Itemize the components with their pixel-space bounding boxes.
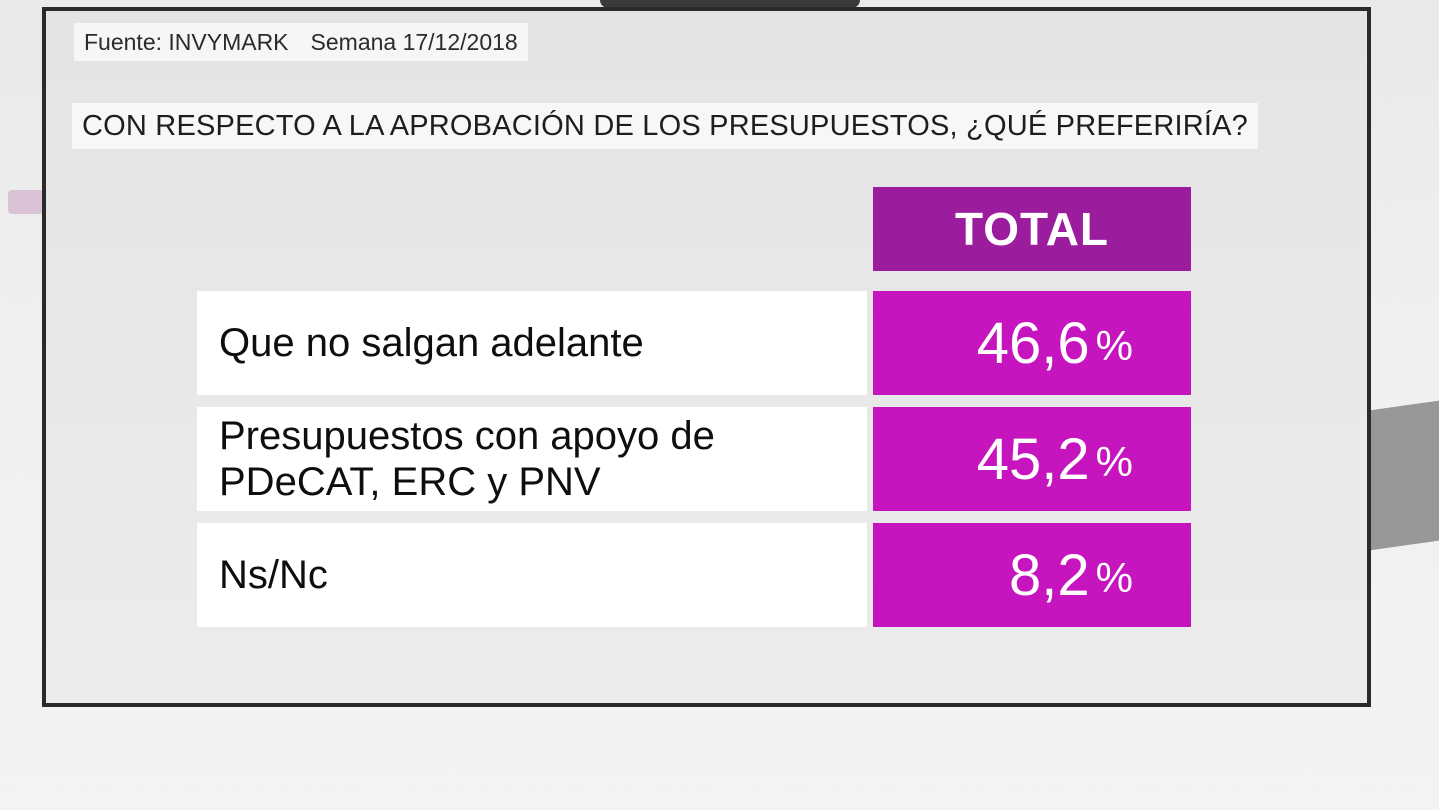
value-number: 8,2 xyxy=(1009,542,1090,608)
value-number: 45,2 xyxy=(976,426,1090,492)
row-label: Ns/Nc xyxy=(197,523,867,627)
question-title: CON RESPECTO A LA APROBACIÓN DE LOS PRES… xyxy=(72,103,1259,149)
row-value: 45,2 % xyxy=(873,407,1191,511)
percent-sign: % xyxy=(1095,438,1133,485)
column-header-total: TOTAL xyxy=(873,187,1191,271)
row-value: 8,2 % xyxy=(873,523,1191,627)
row-label: Presupuestos con apoyo de PDeCAT, ERC y … xyxy=(197,407,867,511)
row-label: Que no salgan adelante xyxy=(197,291,867,395)
row-value: 46,6 % xyxy=(873,291,1191,395)
background-decoration-right xyxy=(1368,399,1439,551)
source-week: Semana 17/12/2018 xyxy=(310,28,518,55)
background-decoration-top xyxy=(600,0,860,8)
source-label: Fuente: INVYMARK xyxy=(84,28,289,55)
table-row: Presupuestos con apoyo de PDeCAT, ERC y … xyxy=(197,407,1191,511)
source-caption: Fuente: INVYMARK Semana 17/12/2018 xyxy=(74,23,528,61)
background-decoration-left xyxy=(8,190,44,214)
value-number: 46,6 xyxy=(976,310,1090,376)
table-row: Ns/Nc 8,2 % xyxy=(197,523,1191,627)
percent-sign: % xyxy=(1095,322,1133,369)
table-row: Que no salgan adelante 46,6 % xyxy=(197,291,1191,395)
percent-sign: % xyxy=(1095,554,1133,601)
poll-panel: Fuente: INVYMARK Semana 17/12/2018 CON R… xyxy=(42,7,1371,707)
